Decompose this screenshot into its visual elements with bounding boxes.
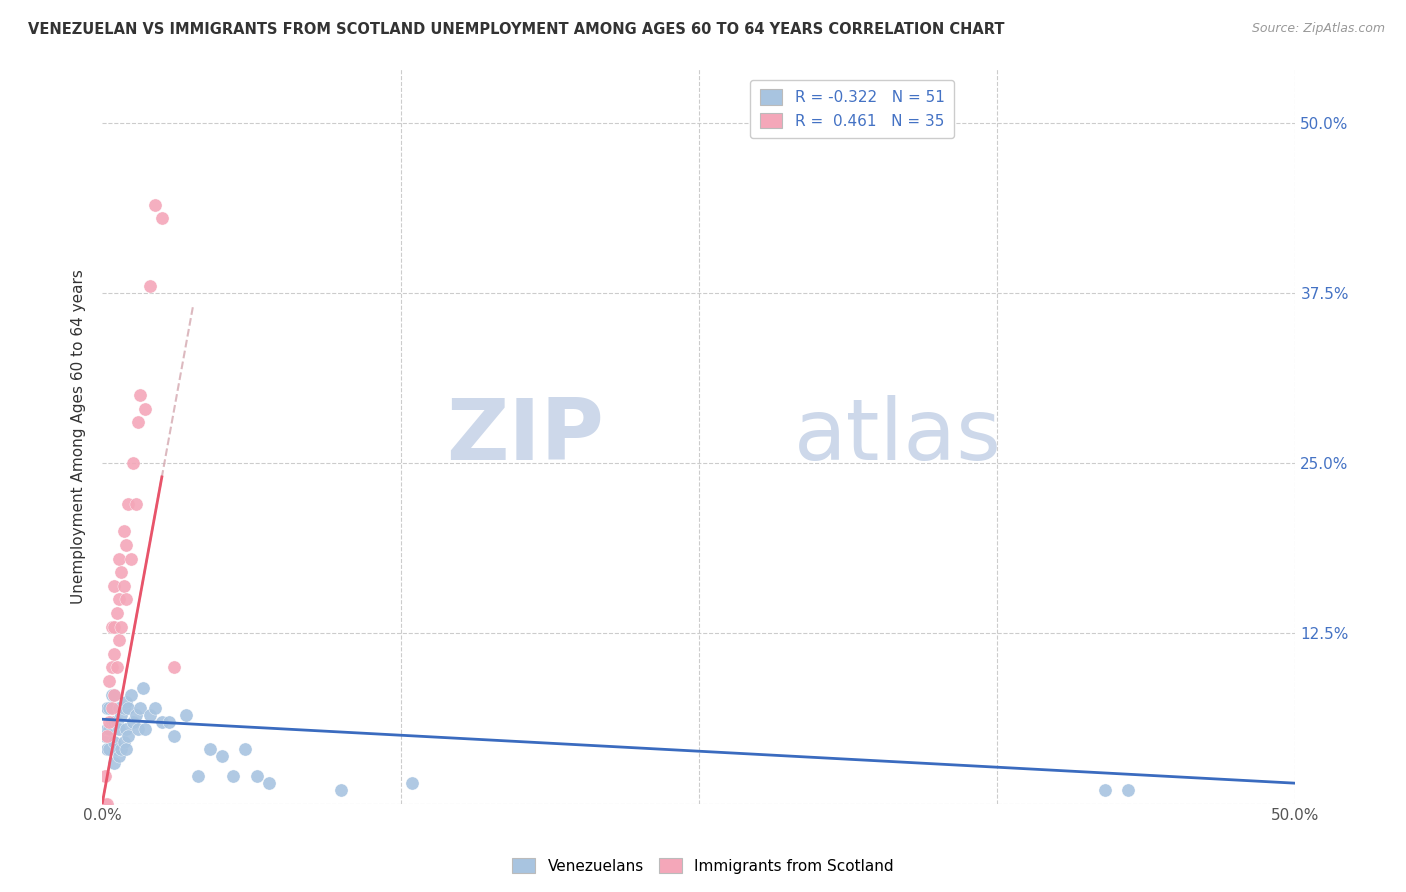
Point bbox=[105, 606, 128, 620]
Point bbox=[98, 722, 121, 736]
Point bbox=[98, 742, 121, 756]
Point bbox=[150, 714, 173, 729]
Point bbox=[117, 497, 139, 511]
Point bbox=[124, 497, 146, 511]
Point bbox=[93, 797, 115, 811]
Point bbox=[103, 688, 125, 702]
Point bbox=[127, 416, 149, 430]
Point bbox=[100, 714, 122, 729]
Point bbox=[157, 714, 180, 729]
Point bbox=[115, 694, 138, 708]
Point bbox=[329, 783, 352, 797]
Point bbox=[235, 742, 257, 756]
Point bbox=[143, 197, 166, 211]
Point bbox=[103, 756, 125, 770]
Point bbox=[103, 620, 125, 634]
Point bbox=[117, 701, 139, 715]
Point bbox=[110, 708, 132, 723]
Point bbox=[1094, 783, 1116, 797]
Legend: Venezuelans, Immigrants from Scotland: Venezuelans, Immigrants from Scotland bbox=[506, 852, 900, 880]
Point bbox=[93, 769, 115, 783]
Point bbox=[222, 769, 245, 783]
Point bbox=[98, 714, 121, 729]
Text: ZIP: ZIP bbox=[446, 394, 603, 477]
Point bbox=[163, 660, 186, 674]
Point bbox=[139, 708, 162, 723]
Point bbox=[108, 633, 131, 648]
Point bbox=[112, 701, 135, 715]
Point bbox=[103, 579, 125, 593]
Point bbox=[103, 647, 125, 661]
Point bbox=[115, 742, 138, 756]
Point bbox=[124, 708, 146, 723]
Point bbox=[105, 742, 128, 756]
Point bbox=[96, 729, 118, 743]
Point bbox=[163, 729, 186, 743]
Point bbox=[187, 769, 209, 783]
Point bbox=[103, 735, 125, 749]
Point bbox=[127, 722, 149, 736]
Point bbox=[129, 701, 152, 715]
Point bbox=[108, 749, 131, 764]
Point bbox=[139, 279, 162, 293]
Text: VENEZUELAN VS IMMIGRANTS FROM SCOTLAND UNEMPLOYMENT AMONG AGES 60 TO 64 YEARS CO: VENEZUELAN VS IMMIGRANTS FROM SCOTLAND U… bbox=[28, 22, 1005, 37]
Point bbox=[100, 688, 122, 702]
Point bbox=[132, 681, 155, 695]
Point bbox=[150, 211, 173, 226]
Point bbox=[246, 769, 269, 783]
Point bbox=[100, 660, 122, 674]
Point bbox=[100, 620, 122, 634]
Point bbox=[129, 388, 152, 402]
Point bbox=[120, 551, 142, 566]
Point bbox=[98, 701, 121, 715]
Point bbox=[211, 749, 233, 764]
Point bbox=[134, 401, 156, 416]
Y-axis label: Unemployment Among Ages 60 to 64 years: Unemployment Among Ages 60 to 64 years bbox=[72, 268, 86, 604]
Point bbox=[401, 776, 423, 790]
Point bbox=[93, 729, 115, 743]
Point bbox=[108, 592, 131, 607]
Point bbox=[96, 742, 118, 756]
Point bbox=[122, 714, 145, 729]
Point bbox=[100, 701, 122, 715]
Text: atlas: atlas bbox=[794, 394, 1002, 477]
Point bbox=[117, 729, 139, 743]
Point bbox=[143, 701, 166, 715]
Point bbox=[96, 722, 118, 736]
Point bbox=[105, 714, 128, 729]
Point bbox=[115, 592, 138, 607]
Point bbox=[96, 797, 118, 811]
Point bbox=[110, 565, 132, 579]
Legend: R = -0.322   N = 51, R =  0.461   N = 35: R = -0.322 N = 51, R = 0.461 N = 35 bbox=[751, 80, 953, 137]
Point bbox=[122, 456, 145, 470]
Point bbox=[110, 742, 132, 756]
Point bbox=[115, 722, 138, 736]
Point bbox=[108, 701, 131, 715]
Point bbox=[98, 674, 121, 689]
Point bbox=[112, 735, 135, 749]
Point bbox=[105, 660, 128, 674]
Point bbox=[198, 742, 221, 756]
Point bbox=[112, 524, 135, 539]
Text: Source: ZipAtlas.com: Source: ZipAtlas.com bbox=[1251, 22, 1385, 36]
Point bbox=[108, 722, 131, 736]
Point bbox=[108, 551, 131, 566]
Point bbox=[1118, 783, 1140, 797]
Point bbox=[174, 708, 197, 723]
Point bbox=[115, 538, 138, 552]
Point bbox=[103, 688, 125, 702]
Point bbox=[103, 714, 125, 729]
Point bbox=[110, 620, 132, 634]
Point bbox=[120, 688, 142, 702]
Point bbox=[112, 579, 135, 593]
Point bbox=[259, 776, 281, 790]
Point bbox=[134, 722, 156, 736]
Point bbox=[96, 701, 118, 715]
